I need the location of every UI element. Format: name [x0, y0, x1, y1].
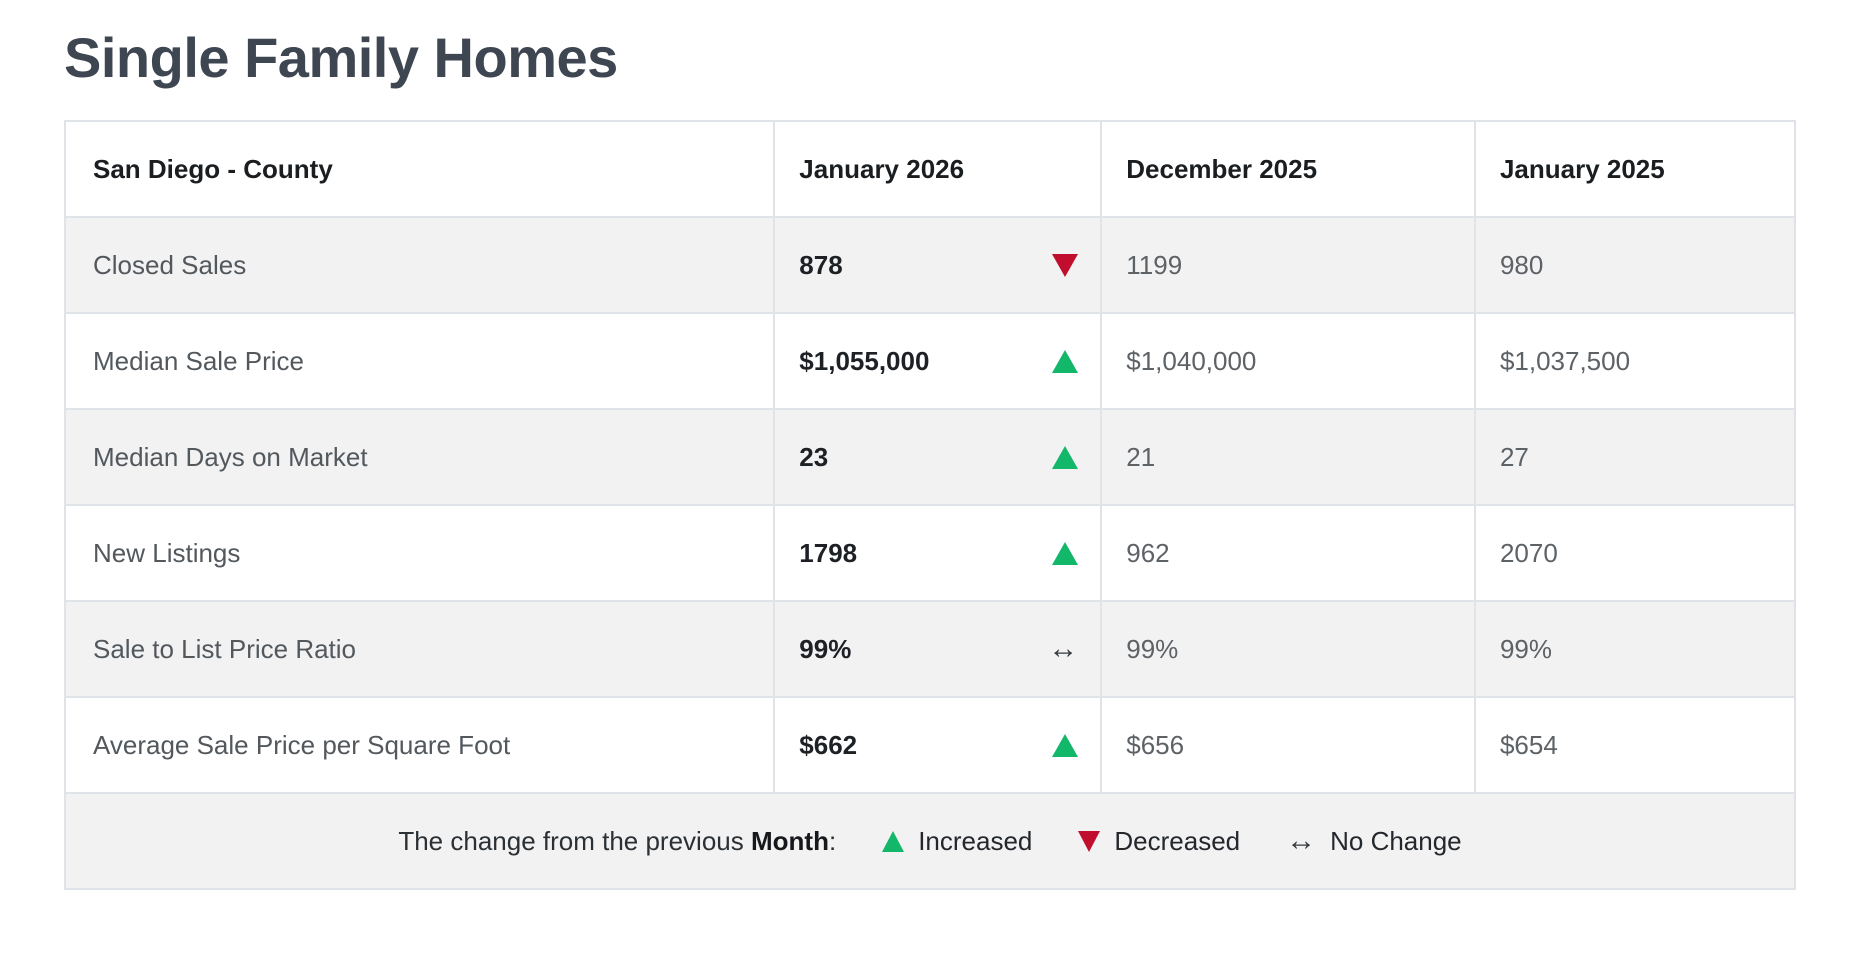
column-header-previous-year: January 2025 [1473, 120, 1797, 219]
table-row: Sale to List Price Ratio 99% 99% 99% [63, 600, 1797, 699]
column-header-current-month: January 2026 [773, 120, 1103, 219]
previous-month-value: $1,040,000 [1100, 312, 1476, 411]
previous-year-value: $1,037,500 [1473, 312, 1797, 411]
table-row: Median Sale Price $1,055,000 $1,040,000 … [63, 312, 1797, 411]
previous-month-value: 99% [1100, 600, 1476, 699]
no-change-arrow-icon [1048, 634, 1078, 665]
metric-label: Average Sale Price per Square Foot [63, 696, 776, 795]
current-value: $662 [799, 729, 858, 760]
legend-decreased-label: Decreased [1114, 825, 1241, 856]
increased-triangle-icon [882, 830, 905, 852]
column-header-previous-month: December 2025 [1100, 120, 1476, 219]
current-value-cell: 99% [773, 600, 1103, 699]
current-value-cell: 1798 [773, 504, 1103, 603]
current-value: 878 [799, 249, 843, 280]
no-change-arrow-icon [1286, 826, 1316, 857]
increased-triangle-icon [1052, 445, 1079, 469]
current-value: 1798 [799, 537, 858, 568]
market-stats-table: San Diego - County January 2026 December… [63, 120, 1797, 891]
table-row: Median Days on Market 23 21 27 [63, 408, 1797, 507]
table-row: Closed Sales 878 1199 980 [63, 216, 1797, 315]
metric-label: Sale to List Price Ratio [63, 600, 776, 699]
legend-increased-label: Increased [918, 825, 1033, 856]
metric-label: Closed Sales [63, 216, 776, 315]
current-value-cell: $662 [773, 696, 1103, 795]
decreased-triangle-icon [1078, 830, 1101, 852]
metric-label: Median Sale Price [63, 312, 776, 411]
previous-year-value: 99% [1473, 600, 1797, 699]
legend-period: Month [750, 825, 829, 856]
current-value: $1,055,000 [799, 345, 930, 376]
page-title: Single Family Homes [64, 26, 618, 89]
current-value-cell: 878 [773, 216, 1103, 315]
legend-no-change-label: No Change [1330, 825, 1462, 856]
legend: The change from the previous Month: Incr… [66, 826, 1794, 857]
previous-month-value: 1199 [1100, 216, 1476, 315]
legend-row: The change from the previous Month: Incr… [64, 792, 1796, 891]
legend-caption: The change from the previous Month: [398, 826, 836, 857]
region-header: San Diego - County [63, 120, 776, 219]
metric-label: Median Days on Market [63, 408, 776, 507]
previous-year-value: 2070 [1473, 504, 1797, 603]
metric-label: New Listings [63, 504, 776, 603]
report-page: Single Family Homes San Diego - County J… [0, 0, 1860, 890]
current-value-cell: $1,055,000 [773, 312, 1103, 411]
legend-no-change: No Change [1286, 826, 1462, 857]
legend-increased: Increased [882, 826, 1032, 857]
current-value: 23 [799, 441, 829, 472]
table-row: Average Sale Price per Square Foot $662 … [63, 696, 1797, 795]
current-value: 99% [799, 633, 852, 664]
previous-month-value: $656 [1100, 696, 1476, 795]
increased-triangle-icon [1052, 733, 1079, 757]
current-value-cell: 23 [773, 408, 1103, 507]
previous-month-value: 21 [1100, 408, 1476, 507]
legend-colon: : [828, 825, 837, 856]
previous-year-value: 27 [1473, 408, 1797, 507]
increased-triangle-icon [1052, 541, 1079, 565]
previous-year-value: 980 [1473, 216, 1797, 315]
previous-month-value: 962 [1100, 504, 1476, 603]
legend-decreased: Decreased [1078, 826, 1240, 857]
table-header-row: San Diego - County January 2026 December… [63, 120, 1797, 219]
increased-triangle-icon [1052, 349, 1079, 373]
legend-caption-text: The change from the previous [398, 825, 744, 856]
table-row: New Listings 1798 962 2070 [63, 504, 1797, 603]
decreased-triangle-icon [1052, 253, 1079, 277]
previous-year-value: $654 [1473, 696, 1797, 795]
